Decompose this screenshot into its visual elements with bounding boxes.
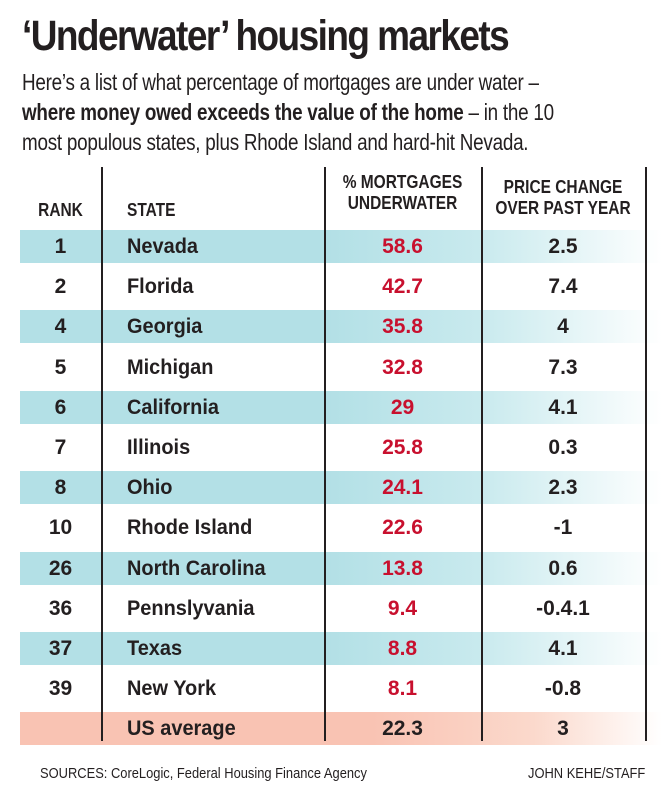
- header-chg: PRICE CHANGE OVER PAST YEAR: [492, 177, 633, 219]
- table-row: 7 Illinois 25.8 0.3: [20, 431, 662, 464]
- table-row: 36 Pennslyvania 9.4 -0.4.1: [20, 592, 662, 625]
- pct-underwater-cell: 35.8: [382, 315, 423, 339]
- pct-underwater-cell: 58.6: [382, 235, 423, 258]
- pct-underwater-cell: 29: [390, 395, 415, 419]
- divider-rank-state: [101, 167, 103, 741]
- header-pct: % MORTGAGES UNDERWATER: [335, 172, 470, 214]
- credit-note: JOHN KEHE/STAFF: [528, 765, 646, 782]
- state-cell: Texas: [127, 637, 183, 660]
- state-cell: Illinois: [127, 436, 191, 459]
- pct-underwater-cell: 22.3: [382, 717, 423, 741]
- divider-state-pct: [324, 167, 326, 741]
- price-change-cell: 2.5: [548, 235, 578, 258]
- table-row: 6 California 29 4.1: [20, 390, 662, 424]
- state-cell: US average: [127, 717, 236, 741]
- state-cell: Pennslyvania: [127, 596, 255, 620]
- table-row: 37 Texas 8.8 4.1: [20, 632, 662, 665]
- state-cell: Georgia: [127, 315, 203, 339]
- header-rank: RANK: [38, 200, 83, 220]
- pct-underwater-cell: 42.7: [382, 275, 423, 299]
- rank-cell: 36: [48, 596, 73, 620]
- chart-subtitle: Here’s a list of what percentage of mort…: [22, 67, 645, 157]
- pct-underwater-cell: 8.8: [387, 637, 418, 660]
- header-pct-line2: UNDERWATER: [347, 193, 458, 213]
- rank-cell: 37: [48, 637, 73, 660]
- state-cell: Rhode Island: [127, 516, 253, 540]
- rank-cell: 6: [54, 395, 67, 419]
- price-change-cell: 0.6: [548, 556, 578, 580]
- state-cell: New York: [127, 677, 217, 701]
- price-change-cell: 4.1: [548, 637, 578, 660]
- pct-underwater-cell: 32.8: [382, 355, 423, 379]
- subtitle-part1: Here’s a list of what percentage of mort…: [22, 69, 539, 95]
- rank-cell: 5: [54, 355, 67, 379]
- table-row: 1 Nevada 58.6 2.5: [20, 230, 662, 263]
- pct-underwater-cell: 13.8: [382, 556, 423, 580]
- price-change-cell: 0.3: [548, 436, 578, 459]
- header-pct-line1: % MORTGAGES: [342, 172, 463, 192]
- header-state: STATE: [127, 200, 176, 220]
- rank-cell: 1: [54, 235, 67, 258]
- table-row: 2 Florida 42.7 7.4: [20, 270, 662, 303]
- divider-right: [645, 167, 647, 741]
- sources-note: SOURCES: CoreLogic, Federal Housing Fina…: [40, 765, 367, 782]
- table-row: 39 New York 8.1 -0.8: [20, 672, 662, 705]
- table-row: 4 Georgia 35.8 4: [20, 310, 662, 344]
- price-change-cell: 7.4: [548, 275, 578, 299]
- price-change-cell: -0.4.1: [536, 596, 590, 620]
- us-average-row: US average 22.3 3: [20, 712, 662, 746]
- rank-cell: 8: [54, 476, 67, 500]
- pct-underwater-cell: 24.1: [382, 476, 423, 500]
- subtitle-part3: most populous states, plus Rhode Island …: [22, 129, 529, 155]
- price-change-cell: 2.3: [548, 476, 578, 500]
- state-cell: Michigan: [127, 355, 214, 379]
- table-row: 10 Rhode Island 22.6 -1: [20, 511, 662, 544]
- rank-cell: 2: [54, 275, 67, 299]
- rank-cell: 4: [54, 315, 67, 339]
- pct-underwater-cell: 25.8: [382, 436, 423, 459]
- price-change-cell: 3: [557, 717, 569, 741]
- table-row: 26 North Carolina 13.8 0.6: [20, 551, 662, 585]
- rank-cell: 39: [48, 677, 73, 701]
- pct-underwater-cell: 9.4: [387, 596, 418, 620]
- pct-underwater-cell: 8.1: [387, 677, 418, 701]
- price-change-cell: 4.1: [548, 395, 578, 419]
- pct-underwater-cell: 22.6: [382, 516, 423, 540]
- price-change-cell: 4: [557, 315, 569, 339]
- state-cell: North Carolina: [127, 556, 266, 580]
- rank-cell: 7: [54, 436, 67, 459]
- table-row: 8 Ohio 24.1 2.3: [20, 471, 662, 505]
- rank-cell: 10: [48, 516, 73, 540]
- subtitle-bold: where money owed exceeds the value of th…: [22, 99, 464, 125]
- state-cell: Nevada: [127, 235, 198, 258]
- chart-title: ‘Underwater’ housing markets: [22, 12, 510, 60]
- divider-pct-chg: [481, 167, 483, 741]
- header-chg-line2: OVER PAST YEAR: [495, 198, 631, 218]
- state-cell: Ohio: [127, 476, 173, 500]
- table-row: 5 Michigan 32.8 7.3: [20, 351, 662, 384]
- price-change-cell: -1: [553, 516, 573, 540]
- header-chg-line1: PRICE CHANGE: [503, 177, 623, 197]
- price-change-cell: 7.3: [548, 355, 578, 379]
- rank-cell: [20, 712, 101, 745]
- data-table: RANK STATE % MORTGAGES UNDERWATER PRICE …: [20, 167, 668, 747]
- state-cell: Florida: [127, 275, 194, 299]
- subtitle-part2: – in the 10: [463, 99, 554, 125]
- price-change-cell: -0.8: [544, 677, 582, 701]
- state-cell: California: [127, 395, 220, 419]
- rank-cell: 26: [48, 556, 73, 580]
